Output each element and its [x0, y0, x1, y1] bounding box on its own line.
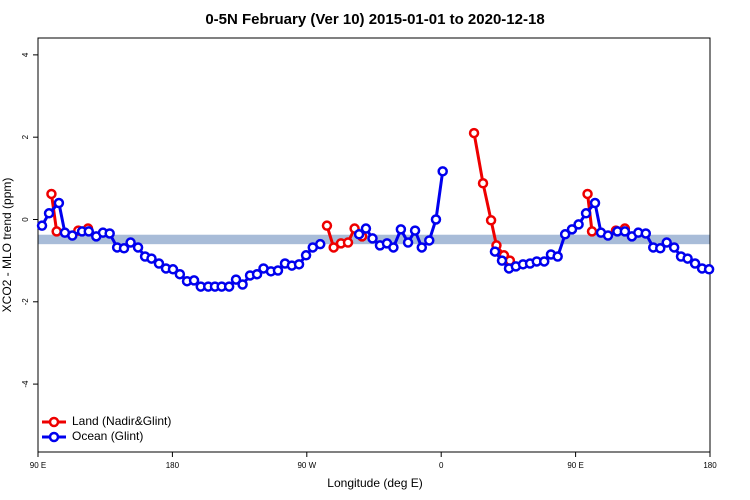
data-point	[661, 237, 672, 248]
legend-label: Land (Nadir&Glint)	[72, 414, 171, 428]
x-tick-label: 180	[166, 461, 180, 470]
data-point	[655, 243, 666, 254]
data-point	[580, 208, 592, 219]
x-tick-label: 90 W	[297, 461, 316, 470]
data-point	[67, 230, 78, 241]
data-point	[402, 237, 414, 248]
data-point	[251, 268, 263, 280]
data-point	[566, 224, 578, 235]
data-point	[342, 237, 354, 248]
data-point	[689, 258, 701, 269]
data-point	[489, 246, 501, 257]
data-point	[188, 275, 200, 286]
data-point	[223, 281, 235, 292]
data-point	[477, 178, 489, 189]
plot-frame	[37, 37, 711, 453]
data-point	[538, 256, 550, 267]
data-point	[104, 228, 115, 239]
y-tick-label: 0	[21, 217, 30, 222]
data-point	[146, 253, 157, 264]
data-point	[51, 226, 62, 237]
legend-marker	[48, 431, 60, 443]
x-tick-label: 90 E	[30, 461, 46, 470]
data-point	[53, 197, 65, 209]
data-point	[573, 219, 584, 230]
y-axis-label: XCO2 - MLO trend (ppm)	[0, 178, 14, 313]
y-tick-label: -4	[21, 380, 30, 388]
data-point	[272, 265, 284, 276]
data-point	[424, 235, 435, 246]
data-point	[153, 258, 165, 269]
data-point	[314, 238, 326, 250]
data-point	[589, 197, 601, 209]
data-point	[416, 242, 428, 253]
x-tick-label: 0	[439, 461, 444, 470]
data-point	[46, 188, 57, 200]
data-point	[409, 225, 421, 236]
data-point	[640, 228, 652, 239]
y-tick-label: 4	[21, 52, 30, 57]
data-point	[321, 220, 333, 231]
data-point	[328, 242, 339, 253]
data-point	[496, 255, 508, 266]
data-point	[300, 250, 312, 261]
data-point	[353, 229, 365, 240]
data-point	[559, 229, 571, 240]
y-tick-label: 2	[21, 134, 30, 139]
data-point	[388, 242, 399, 253]
data-point	[602, 230, 614, 241]
data-point	[468, 127, 480, 139]
legend-marker	[48, 416, 60, 428]
x-tick-label: 180	[703, 461, 717, 470]
data-point	[682, 253, 693, 264]
data-point	[83, 226, 95, 237]
data-point	[43, 208, 55, 219]
data-point	[174, 268, 186, 280]
data-point	[552, 251, 563, 262]
data-point	[367, 233, 378, 244]
data-point	[132, 242, 144, 253]
data-point	[36, 220, 48, 231]
data-point	[293, 259, 305, 270]
data-point	[237, 279, 248, 290]
data-point	[668, 242, 680, 253]
data-point	[430, 214, 442, 225]
x-tick-label: 90 E	[567, 461, 583, 470]
data-point	[230, 274, 242, 285]
data-point	[619, 226, 631, 237]
y-tick-label: -2	[21, 298, 30, 306]
data-point	[703, 264, 715, 275]
data-point	[167, 264, 179, 275]
data-point	[125, 237, 136, 248]
chart-title: 0-5N February (Ver 10) 2015-01-01 to 202…	[205, 11, 544, 28]
data-point	[485, 215, 497, 226]
data-point	[118, 243, 130, 254]
series-line	[40, 171, 710, 289]
data-point	[395, 224, 407, 235]
data-point	[582, 188, 593, 200]
data-point	[586, 226, 598, 237]
data-point	[437, 166, 448, 177]
data-point	[360, 223, 372, 234]
legend-label: Ocean (Glint)	[72, 429, 143, 443]
x-axis-label: Longitude (deg E)	[327, 476, 422, 490]
